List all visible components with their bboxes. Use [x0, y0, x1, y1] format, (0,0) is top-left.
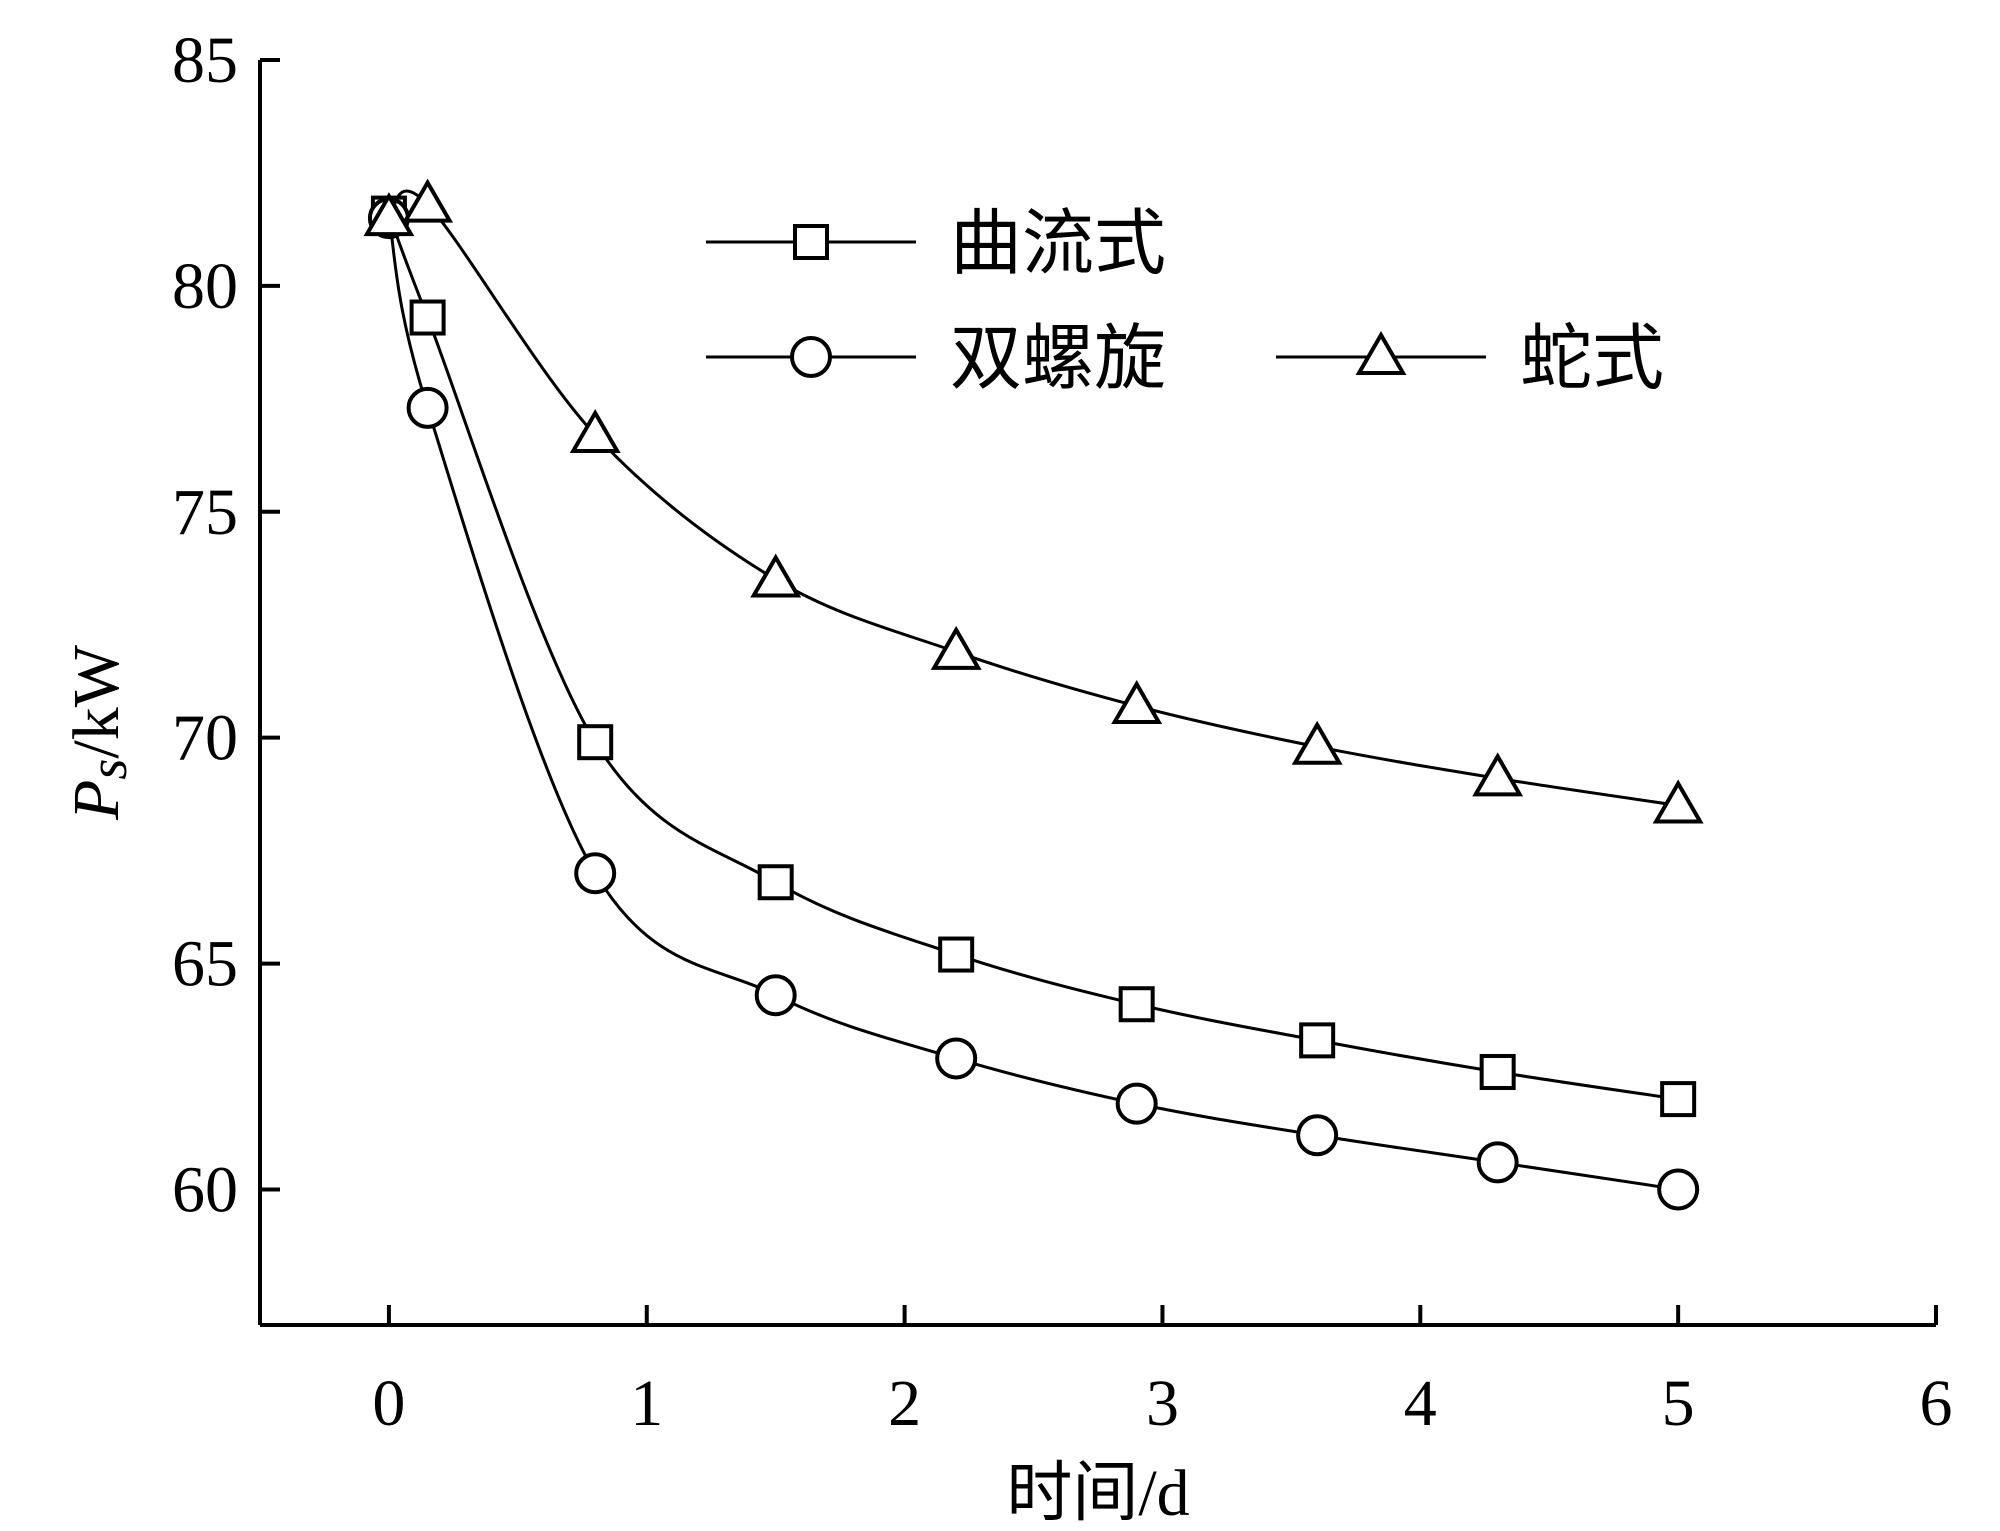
legend-entry-square: 曲流式 [706, 201, 1166, 285]
y-tick-label: 70 [172, 702, 238, 775]
y-tick-label: 80 [172, 250, 238, 323]
data-point-circle [754, 974, 797, 1017]
series-triangle [363, 178, 1704, 824]
data-point-triangle [569, 408, 621, 453]
series-line-circle [387, 217, 1679, 1191]
data-point-circle [1296, 1114, 1339, 1157]
y-axis-title-subscript: s [78, 759, 138, 780]
y-tick-label: 60 [172, 1153, 238, 1226]
legend-label: 双螺旋 [950, 316, 1166, 400]
data-point-circle [935, 1037, 978, 1080]
y-tick-label: 75 [172, 476, 238, 549]
y-axis-title: Ps/kW [60, 644, 138, 821]
tick-group: 0 1 2 3 4 5 6 60 65 70 75 80 85 [172, 24, 1953, 1440]
data-point-triangle [1652, 779, 1704, 824]
data-point-triangle [402, 178, 454, 223]
series-group [363, 178, 1704, 1211]
y-axis-title-unit: /kW [60, 644, 133, 758]
data-point-circle [1657, 1168, 1700, 1211]
x-tick-label: 3 [1146, 1367, 1179, 1440]
legend-marker [790, 336, 832, 378]
x-tick-label: 6 [1920, 1367, 1953, 1440]
data-point-circle [406, 386, 449, 429]
x-axis-title: 时间/d [1006, 1457, 1189, 1530]
x-tick-label: 4 [1404, 1367, 1437, 1440]
x-tick-label: 5 [1662, 1367, 1695, 1440]
x-tick-label: 0 [372, 1367, 405, 1440]
data-point-circle [574, 852, 617, 895]
data-point-triangle [1291, 720, 1343, 765]
data-point-triangle [1111, 680, 1163, 725]
data-point-square [1660, 1081, 1697, 1118]
x-tick-label: 1 [630, 1367, 663, 1440]
legend-entry-triangle: 蛇式 [1276, 316, 1664, 400]
data-point-square [1299, 1022, 1336, 1059]
data-point-square [1479, 1054, 1516, 1090]
series-line-square [387, 213, 1679, 1101]
legend-marker [793, 224, 829, 260]
y-axis-title-main: P [60, 780, 133, 821]
data-point-triangle [363, 192, 415, 237]
data-point-triangle [750, 553, 802, 598]
data-point-triangle [1472, 752, 1524, 797]
data-point-square [409, 299, 446, 336]
series-circle [367, 197, 1700, 1211]
data-point-square [1118, 986, 1155, 1023]
y-tick-label: 65 [172, 928, 238, 1001]
legend-entry-circle: 双螺旋 [706, 316, 1166, 400]
legend-marker [1355, 331, 1407, 375]
y-tick-label: 85 [172, 24, 238, 97]
axes [258, 60, 1936, 1327]
data-point-square [938, 936, 975, 973]
legend-label: 蛇式 [1520, 316, 1664, 400]
data-point-square [757, 864, 794, 901]
data-point-circle [1115, 1082, 1158, 1125]
legend-label: 曲流式 [950, 201, 1166, 285]
data-point-triangle [930, 625, 982, 670]
data-point-square [577, 724, 614, 761]
data-point-circle [1476, 1141, 1519, 1184]
series-square [370, 195, 1697, 1118]
x-tick-label: 2 [888, 1367, 921, 1440]
